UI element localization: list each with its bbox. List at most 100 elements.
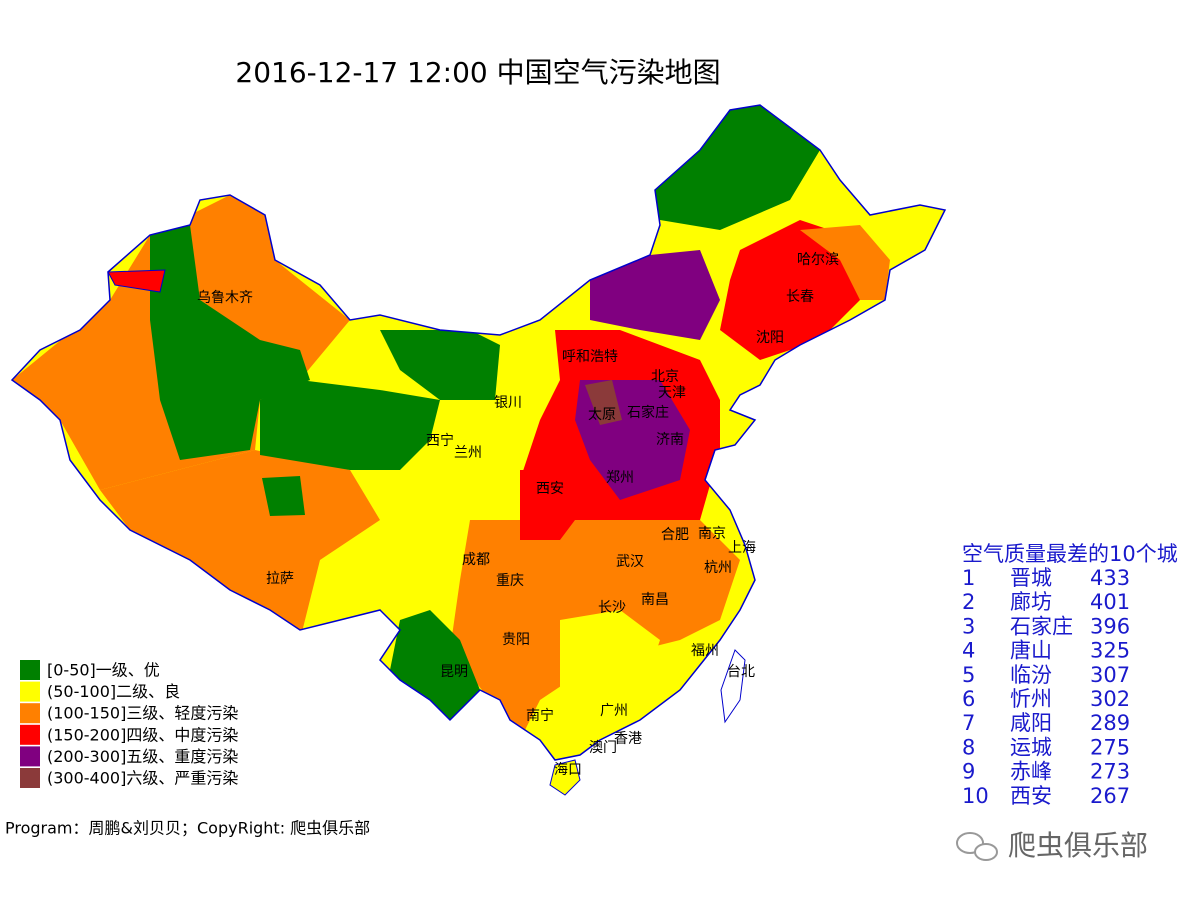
city-label: 哈尔滨 xyxy=(797,252,839,268)
rank-value: 289 xyxy=(1090,711,1130,735)
city-label: 沈阳 xyxy=(756,330,784,346)
city-label: 福州 xyxy=(691,643,719,659)
region xyxy=(150,225,310,460)
rank-city: 咸阳 xyxy=(1010,711,1052,735)
legend-label: [0-50]一级、优 xyxy=(47,661,160,680)
region xyxy=(520,470,590,540)
region xyxy=(260,380,440,470)
rank-number: 4 xyxy=(962,639,975,663)
city-label: 南昌 xyxy=(641,592,669,608)
city-label: 杭州 xyxy=(704,560,732,576)
region xyxy=(560,610,660,720)
legend-swatch xyxy=(20,681,40,702)
region xyxy=(107,269,166,293)
city-label: 济南 xyxy=(656,432,684,448)
rank-number: 10 xyxy=(962,784,989,808)
city-label: 北京 xyxy=(651,369,679,385)
city-label: 贵阳 xyxy=(502,632,530,648)
city-label: 重庆 xyxy=(496,573,524,589)
city-label: 南京 xyxy=(698,526,726,542)
china-map xyxy=(10,104,947,796)
rank-city: 运城 xyxy=(1010,735,1052,759)
legend-swatch xyxy=(20,703,40,724)
city-label: 西宁 xyxy=(426,432,454,449)
rank-value: 302 xyxy=(1090,687,1130,711)
rank-city: 西安 xyxy=(1010,784,1052,808)
border xyxy=(10,104,947,761)
city-label: 昆明 xyxy=(440,664,468,680)
city-label: 乌鲁木齐 xyxy=(197,290,253,306)
rank-city: 石家庄 xyxy=(1010,614,1073,638)
city-label: 太原 xyxy=(588,407,616,423)
legend: [0-50]一级、优 (50-100]二级、良 (100-150]三级、轻度污染 (1… xyxy=(20,660,238,788)
map-title: 2016-12-17 12:00 中国空气污染地图 xyxy=(235,56,720,89)
region xyxy=(800,225,890,300)
credit: Program：周鹏&刘贝贝；CopyRight: 爬虫俱乐部 xyxy=(5,819,370,838)
legend-label: (50-100]二级、良 xyxy=(47,682,180,701)
taiwan xyxy=(720,649,746,724)
city-label: 长春 xyxy=(786,289,814,305)
city-label: 上海 xyxy=(728,540,756,556)
city-label: 天津 xyxy=(658,385,686,401)
rank-city: 忻州 xyxy=(1010,687,1052,711)
rank-city: 晋城 xyxy=(1010,566,1052,590)
rank-value: 433 xyxy=(1090,566,1130,590)
rank-value: 396 xyxy=(1090,614,1130,638)
rank-city: 廊坊 xyxy=(1010,590,1052,614)
rank-number: 1 xyxy=(962,566,975,590)
city-label: 拉萨 xyxy=(266,571,294,587)
rank-number: 3 xyxy=(962,614,975,638)
region xyxy=(100,450,380,640)
city-label: 海口 xyxy=(554,762,582,778)
city-label: 合肥 xyxy=(661,527,689,543)
legend-label: (300-400]六级、严重污染 xyxy=(47,769,238,788)
region xyxy=(650,105,820,230)
city-label: 呼和浩特 xyxy=(562,349,618,365)
region xyxy=(585,380,622,425)
rank-value: 307 xyxy=(1090,663,1130,687)
legend-label: (150-200]四级、中度污染 xyxy=(47,725,238,744)
region xyxy=(590,250,720,340)
rank-number: 5 xyxy=(962,663,975,687)
city-label: 长沙 xyxy=(598,600,626,616)
city-label: 银川 xyxy=(494,395,522,411)
legend-swatch xyxy=(20,660,40,680)
legend-swatch xyxy=(20,724,40,745)
city-label: 香港 xyxy=(614,731,642,747)
wechat-icon xyxy=(956,832,984,854)
rank-number: 2 xyxy=(962,590,975,614)
rank-city: 临汾 xyxy=(1010,663,1052,687)
legend-label: (200-300]五级、重度污染 xyxy=(47,747,238,766)
rank-value: 267 xyxy=(1090,784,1130,808)
region xyxy=(380,330,500,400)
rank-value: 401 xyxy=(1090,590,1130,614)
city-label: 西安 xyxy=(536,481,564,497)
city-label: 石家庄 xyxy=(627,404,669,421)
legend-swatch xyxy=(20,746,40,767)
hainan xyxy=(549,759,581,796)
rank-number: 8 xyxy=(962,735,975,759)
watermark-text: 爬虫俱乐部 xyxy=(1008,829,1148,862)
city-label: 郑州 xyxy=(606,470,634,486)
watermark: 爬虫俱乐部 xyxy=(956,829,1148,862)
rank-number: 7 xyxy=(962,711,975,735)
legend-swatch xyxy=(20,768,40,788)
region xyxy=(720,220,870,360)
city-label: 台北 xyxy=(727,664,755,680)
ranking-title: 空气质量最差的10个城 xyxy=(962,542,1178,566)
rank-value: 325 xyxy=(1090,639,1130,663)
rank-value: 273 xyxy=(1090,760,1130,784)
city-label: 成都 xyxy=(462,552,490,568)
city-label: 南宁 xyxy=(526,707,554,724)
wechat-icon xyxy=(974,843,998,861)
rank-number: 9 xyxy=(962,760,975,784)
city-label: 武汉 xyxy=(616,554,644,570)
city-label: 广州 xyxy=(600,703,628,719)
region xyxy=(262,476,305,516)
city-label: 澳门 xyxy=(589,740,617,756)
legend-label: (100-150]三级、轻度污染 xyxy=(47,704,238,723)
rank-number: 6 xyxy=(962,687,975,711)
